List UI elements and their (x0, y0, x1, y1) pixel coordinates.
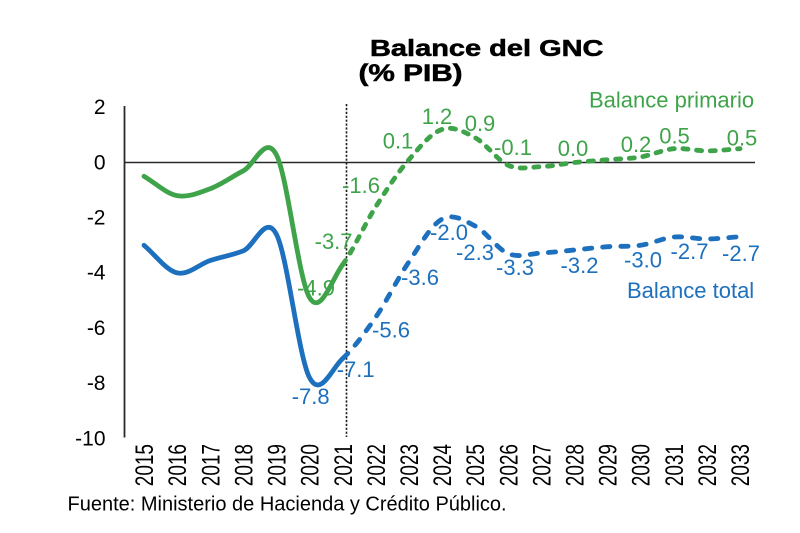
svg-text:2027: 2027 (528, 444, 556, 486)
svg-text:0.2: 0.2 (621, 132, 652, 157)
svg-text:-7.8: -7.8 (292, 384, 330, 409)
svg-text:(% PIB): (% PIB) (359, 60, 463, 87)
svg-text:-2: -2 (87, 207, 106, 230)
svg-text:-3.7: -3.7 (315, 229, 353, 254)
svg-text:2032: 2032 (694, 444, 722, 486)
svg-text:Balance total: Balance total (627, 278, 754, 303)
svg-text:2022: 2022 (362, 444, 390, 486)
svg-text:1.2: 1.2 (422, 104, 453, 129)
svg-text:2028: 2028 (561, 444, 589, 486)
svg-text:Fuente: Ministerio de Hacienda: Fuente: Ministerio de Hacienda y Crédito… (68, 494, 507, 516)
svg-text:2016: 2016 (164, 444, 192, 486)
svg-text:2029: 2029 (594, 444, 622, 486)
svg-text:-4.9: -4.9 (297, 275, 335, 300)
svg-text:2019: 2019 (263, 444, 291, 486)
svg-text:0.1: 0.1 (383, 128, 414, 153)
svg-text:2015: 2015 (131, 444, 159, 486)
svg-text:2033: 2033 (727, 444, 755, 486)
svg-text:2021: 2021 (329, 444, 357, 486)
svg-text:2020: 2020 (296, 444, 324, 486)
svg-text:2018: 2018 (230, 444, 258, 486)
svg-text:-3.0: -3.0 (624, 247, 662, 272)
svg-text:-1.6: -1.6 (342, 173, 380, 198)
svg-text:-2.0: -2.0 (430, 220, 468, 245)
svg-text:2: 2 (94, 96, 106, 119)
svg-text:2030: 2030 (627, 444, 655, 486)
svg-text:0.0: 0.0 (558, 136, 589, 161)
svg-text:2025: 2025 (462, 444, 490, 486)
svg-text:-4: -4 (87, 262, 106, 285)
svg-text:2031: 2031 (660, 444, 688, 486)
svg-text:-10: -10 (75, 427, 105, 450)
svg-text:-3.2: -3.2 (561, 253, 599, 278)
svg-text:2023: 2023 (396, 444, 424, 486)
svg-text:0.5: 0.5 (659, 123, 690, 148)
svg-text:-7.1: -7.1 (337, 357, 375, 382)
svg-text:-2.7: -2.7 (722, 241, 760, 266)
svg-text:-3.3: -3.3 (496, 255, 534, 280)
svg-text:-2.7: -2.7 (671, 239, 709, 264)
svg-text:2024: 2024 (429, 444, 457, 486)
svg-text:0.9: 0.9 (465, 111, 496, 136)
svg-text:0: 0 (94, 151, 106, 174)
svg-text:-6: -6 (87, 317, 106, 340)
svg-text:2026: 2026 (495, 444, 523, 486)
svg-text:Balance primario: Balance primario (589, 88, 754, 113)
svg-text:-5.6: -5.6 (372, 317, 410, 342)
svg-text:0.5: 0.5 (727, 125, 758, 150)
svg-text:-8: -8 (87, 372, 106, 395)
svg-text:-0.1: -0.1 (494, 135, 532, 160)
svg-text:-2.3: -2.3 (456, 240, 494, 265)
svg-text:-3.6: -3.6 (401, 265, 439, 290)
svg-text:Balance del GNC: Balance del GNC (370, 35, 604, 61)
svg-text:2017: 2017 (197, 444, 225, 486)
